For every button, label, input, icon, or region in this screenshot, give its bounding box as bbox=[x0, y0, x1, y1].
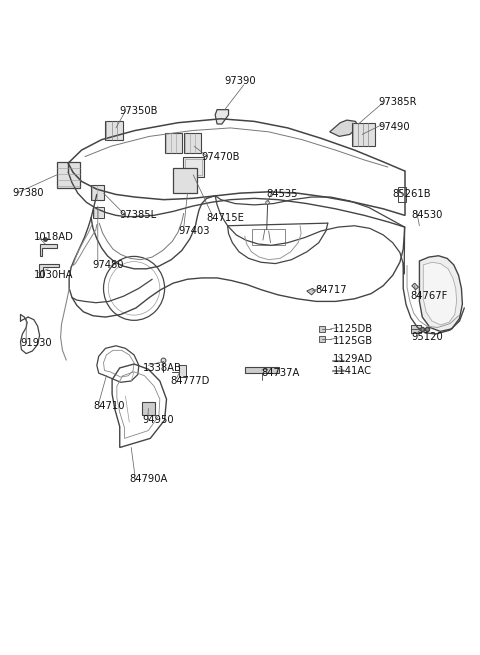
Bar bbox=[183, 157, 204, 178]
Polygon shape bbox=[38, 263, 59, 276]
Text: 84777D: 84777D bbox=[171, 376, 210, 386]
Text: 84790A: 84790A bbox=[129, 474, 168, 484]
Bar bbox=[173, 168, 197, 193]
Bar bbox=[245, 367, 279, 373]
Polygon shape bbox=[412, 283, 419, 290]
Text: 84767F: 84767F bbox=[410, 291, 447, 301]
Bar bbox=[179, 365, 186, 377]
Text: 1338AB: 1338AB bbox=[143, 363, 181, 373]
Text: 1141AC: 1141AC bbox=[333, 365, 372, 375]
Text: 97490: 97490 bbox=[378, 122, 410, 132]
Bar bbox=[185, 159, 202, 175]
Bar bbox=[398, 187, 406, 202]
Bar bbox=[93, 208, 104, 218]
Bar bbox=[411, 325, 421, 333]
Bar bbox=[142, 402, 155, 415]
Text: 84530: 84530 bbox=[412, 210, 443, 220]
Text: 95120: 95120 bbox=[412, 331, 444, 342]
Text: 97390: 97390 bbox=[224, 76, 256, 86]
Text: 97403: 97403 bbox=[178, 226, 209, 236]
Text: 84535: 84535 bbox=[266, 189, 298, 199]
Text: 97380: 97380 bbox=[12, 188, 43, 198]
Polygon shape bbox=[39, 244, 57, 255]
Polygon shape bbox=[330, 120, 359, 136]
Text: 84737A: 84737A bbox=[262, 368, 300, 378]
Text: 94950: 94950 bbox=[142, 415, 174, 425]
Text: 84717: 84717 bbox=[315, 285, 347, 295]
Text: 97470B: 97470B bbox=[202, 151, 240, 162]
Text: 97480: 97480 bbox=[92, 260, 123, 270]
Bar bbox=[106, 121, 122, 140]
Text: 84710: 84710 bbox=[93, 401, 124, 411]
Text: 1018AD: 1018AD bbox=[34, 233, 74, 242]
Bar bbox=[165, 133, 182, 153]
Text: 85261B: 85261B bbox=[393, 189, 432, 199]
Text: 97350B: 97350B bbox=[120, 106, 158, 116]
Polygon shape bbox=[420, 255, 462, 331]
Bar bbox=[252, 229, 285, 246]
Text: 97385R: 97385R bbox=[378, 98, 417, 107]
Text: 1125DB: 1125DB bbox=[333, 324, 373, 334]
Text: 91930: 91930 bbox=[21, 338, 52, 348]
Text: 1129AD: 1129AD bbox=[333, 354, 373, 364]
Text: 84715E: 84715E bbox=[206, 213, 244, 223]
Bar bbox=[184, 133, 201, 153]
Text: 1030HA: 1030HA bbox=[34, 271, 73, 280]
Polygon shape bbox=[215, 109, 228, 124]
Bar bbox=[352, 122, 374, 146]
Polygon shape bbox=[307, 288, 315, 295]
Text: 97385L: 97385L bbox=[120, 210, 157, 220]
Text: 1125GB: 1125GB bbox=[333, 335, 373, 346]
Bar bbox=[57, 162, 80, 188]
Polygon shape bbox=[423, 262, 456, 325]
Bar bbox=[91, 185, 104, 200]
